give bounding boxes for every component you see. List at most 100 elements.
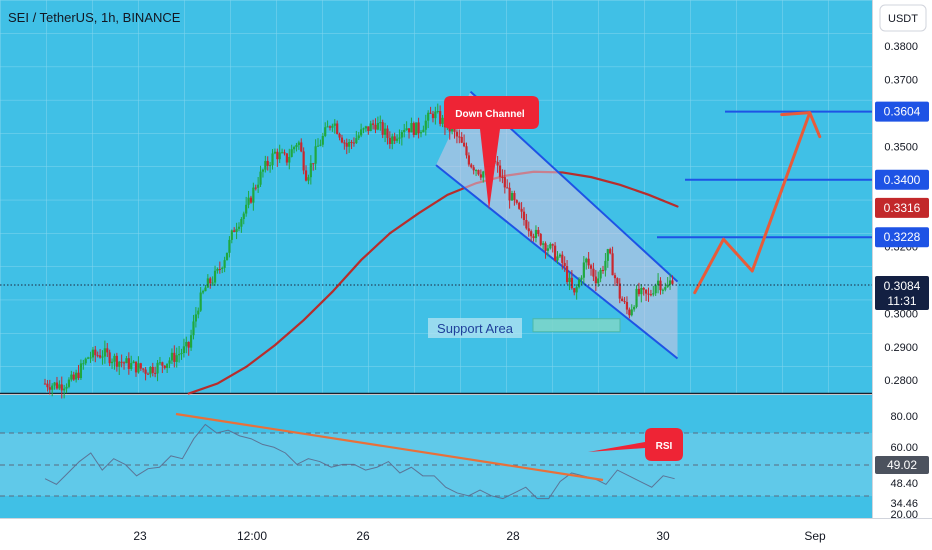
candle-body [166, 363, 169, 368]
candle-body [146, 373, 150, 375]
candle-body [48, 387, 51, 390]
rsi-plot [0, 412, 872, 500]
candle-body [290, 149, 293, 157]
candle-body [46, 383, 49, 388]
candle-body [314, 146, 317, 164]
projection-arrowhead [780, 111, 822, 139]
candle-body [609, 249, 612, 254]
candle-body [304, 170, 308, 181]
candle-body [280, 152, 284, 154]
candle-body [58, 384, 61, 389]
rsi-label: RSI [656, 441, 673, 452]
candle-body [451, 128, 454, 132]
price-badge-text: 0.3604 [884, 105, 921, 119]
candle-body [585, 258, 588, 263]
candle-body [645, 289, 648, 294]
candle-body [343, 142, 346, 144]
candle-body [647, 293, 650, 295]
candle-body [367, 126, 370, 132]
candle-body [458, 136, 461, 138]
price-badge [875, 101, 929, 122]
candle-body [539, 233, 542, 245]
candle-body [434, 111, 437, 119]
candle-body [211, 282, 214, 284]
down-channel-callout[interactable]: Down Channel [444, 96, 539, 210]
candle-body [522, 211, 526, 220]
candle-body [661, 289, 664, 291]
rsi-current-badge [875, 456, 929, 474]
candle-body [125, 358, 128, 364]
candle-body [213, 270, 217, 283]
candle-body [230, 230, 233, 240]
candle-body [233, 230, 236, 232]
candle-body [427, 112, 430, 121]
candle-body [415, 122, 418, 135]
candle-body [261, 169, 265, 172]
candle-body [65, 386, 68, 389]
ma-line [187, 170, 679, 395]
price-badge-text: 0.3316 [884, 201, 921, 215]
support-area-label: Support Area [437, 321, 514, 336]
candle-body [113, 355, 116, 362]
candle-body [223, 260, 226, 268]
candle-body [269, 165, 272, 167]
channel-fill [436, 91, 678, 359]
candle-body [163, 365, 166, 368]
candle-body [259, 171, 262, 185]
time-label: 23 [133, 529, 147, 543]
candle-body [60, 384, 63, 391]
candle-body [120, 361, 123, 363]
candle-body [312, 163, 315, 165]
candle-body [91, 349, 94, 358]
candle-body [156, 362, 159, 374]
candle-body [352, 142, 356, 144]
price-axis[interactable] [872, 0, 932, 518]
rsi-pane[interactable] [0, 395, 872, 518]
candle-body [668, 280, 672, 285]
candle-body [338, 133, 341, 138]
rsi-callout[interactable]: RSI [588, 428, 683, 461]
candle-body [515, 200, 518, 203]
down-channel-label: Down Channel [455, 109, 525, 120]
candle-body [345, 142, 348, 147]
candle-body [278, 152, 281, 160]
candle-body [666, 284, 669, 288]
currency-button[interactable] [879, 4, 927, 32]
candle-body [170, 352, 174, 361]
candle-body [72, 374, 75, 380]
candle-body [587, 258, 590, 266]
candle-body [570, 277, 573, 289]
candle-body [96, 355, 99, 357]
candle-body [331, 125, 334, 128]
price-tick-label: 0.3800 [884, 41, 918, 53]
candle-body [482, 171, 485, 178]
support-zone [532, 318, 621, 333]
candle-body [247, 197, 250, 205]
projection-path [693, 111, 812, 295]
candle-body [508, 187, 511, 201]
candle-body [625, 301, 629, 310]
candle-body [43, 383, 47, 385]
candle-body [422, 129, 425, 133]
support-area-callout[interactable]: Support Area [428, 318, 522, 338]
candle-body [395, 138, 399, 141]
candle-body [130, 363, 133, 369]
candle-body [637, 288, 641, 295]
candle-body [640, 288, 643, 295]
candle-body [611, 253, 614, 276]
candle-body [206, 278, 209, 288]
candle-body [513, 193, 516, 201]
candle-body [142, 368, 145, 370]
candle-body [549, 244, 552, 249]
candle-body [391, 136, 394, 144]
candle-body [563, 262, 566, 267]
candle-body [633, 306, 636, 310]
candle-body [360, 129, 363, 136]
candle-body [204, 287, 207, 292]
time-axis[interactable] [0, 518, 932, 550]
candle-body [561, 254, 564, 263]
candle-body [173, 352, 176, 362]
candle-body [106, 348, 109, 353]
candle-body [565, 266, 569, 282]
